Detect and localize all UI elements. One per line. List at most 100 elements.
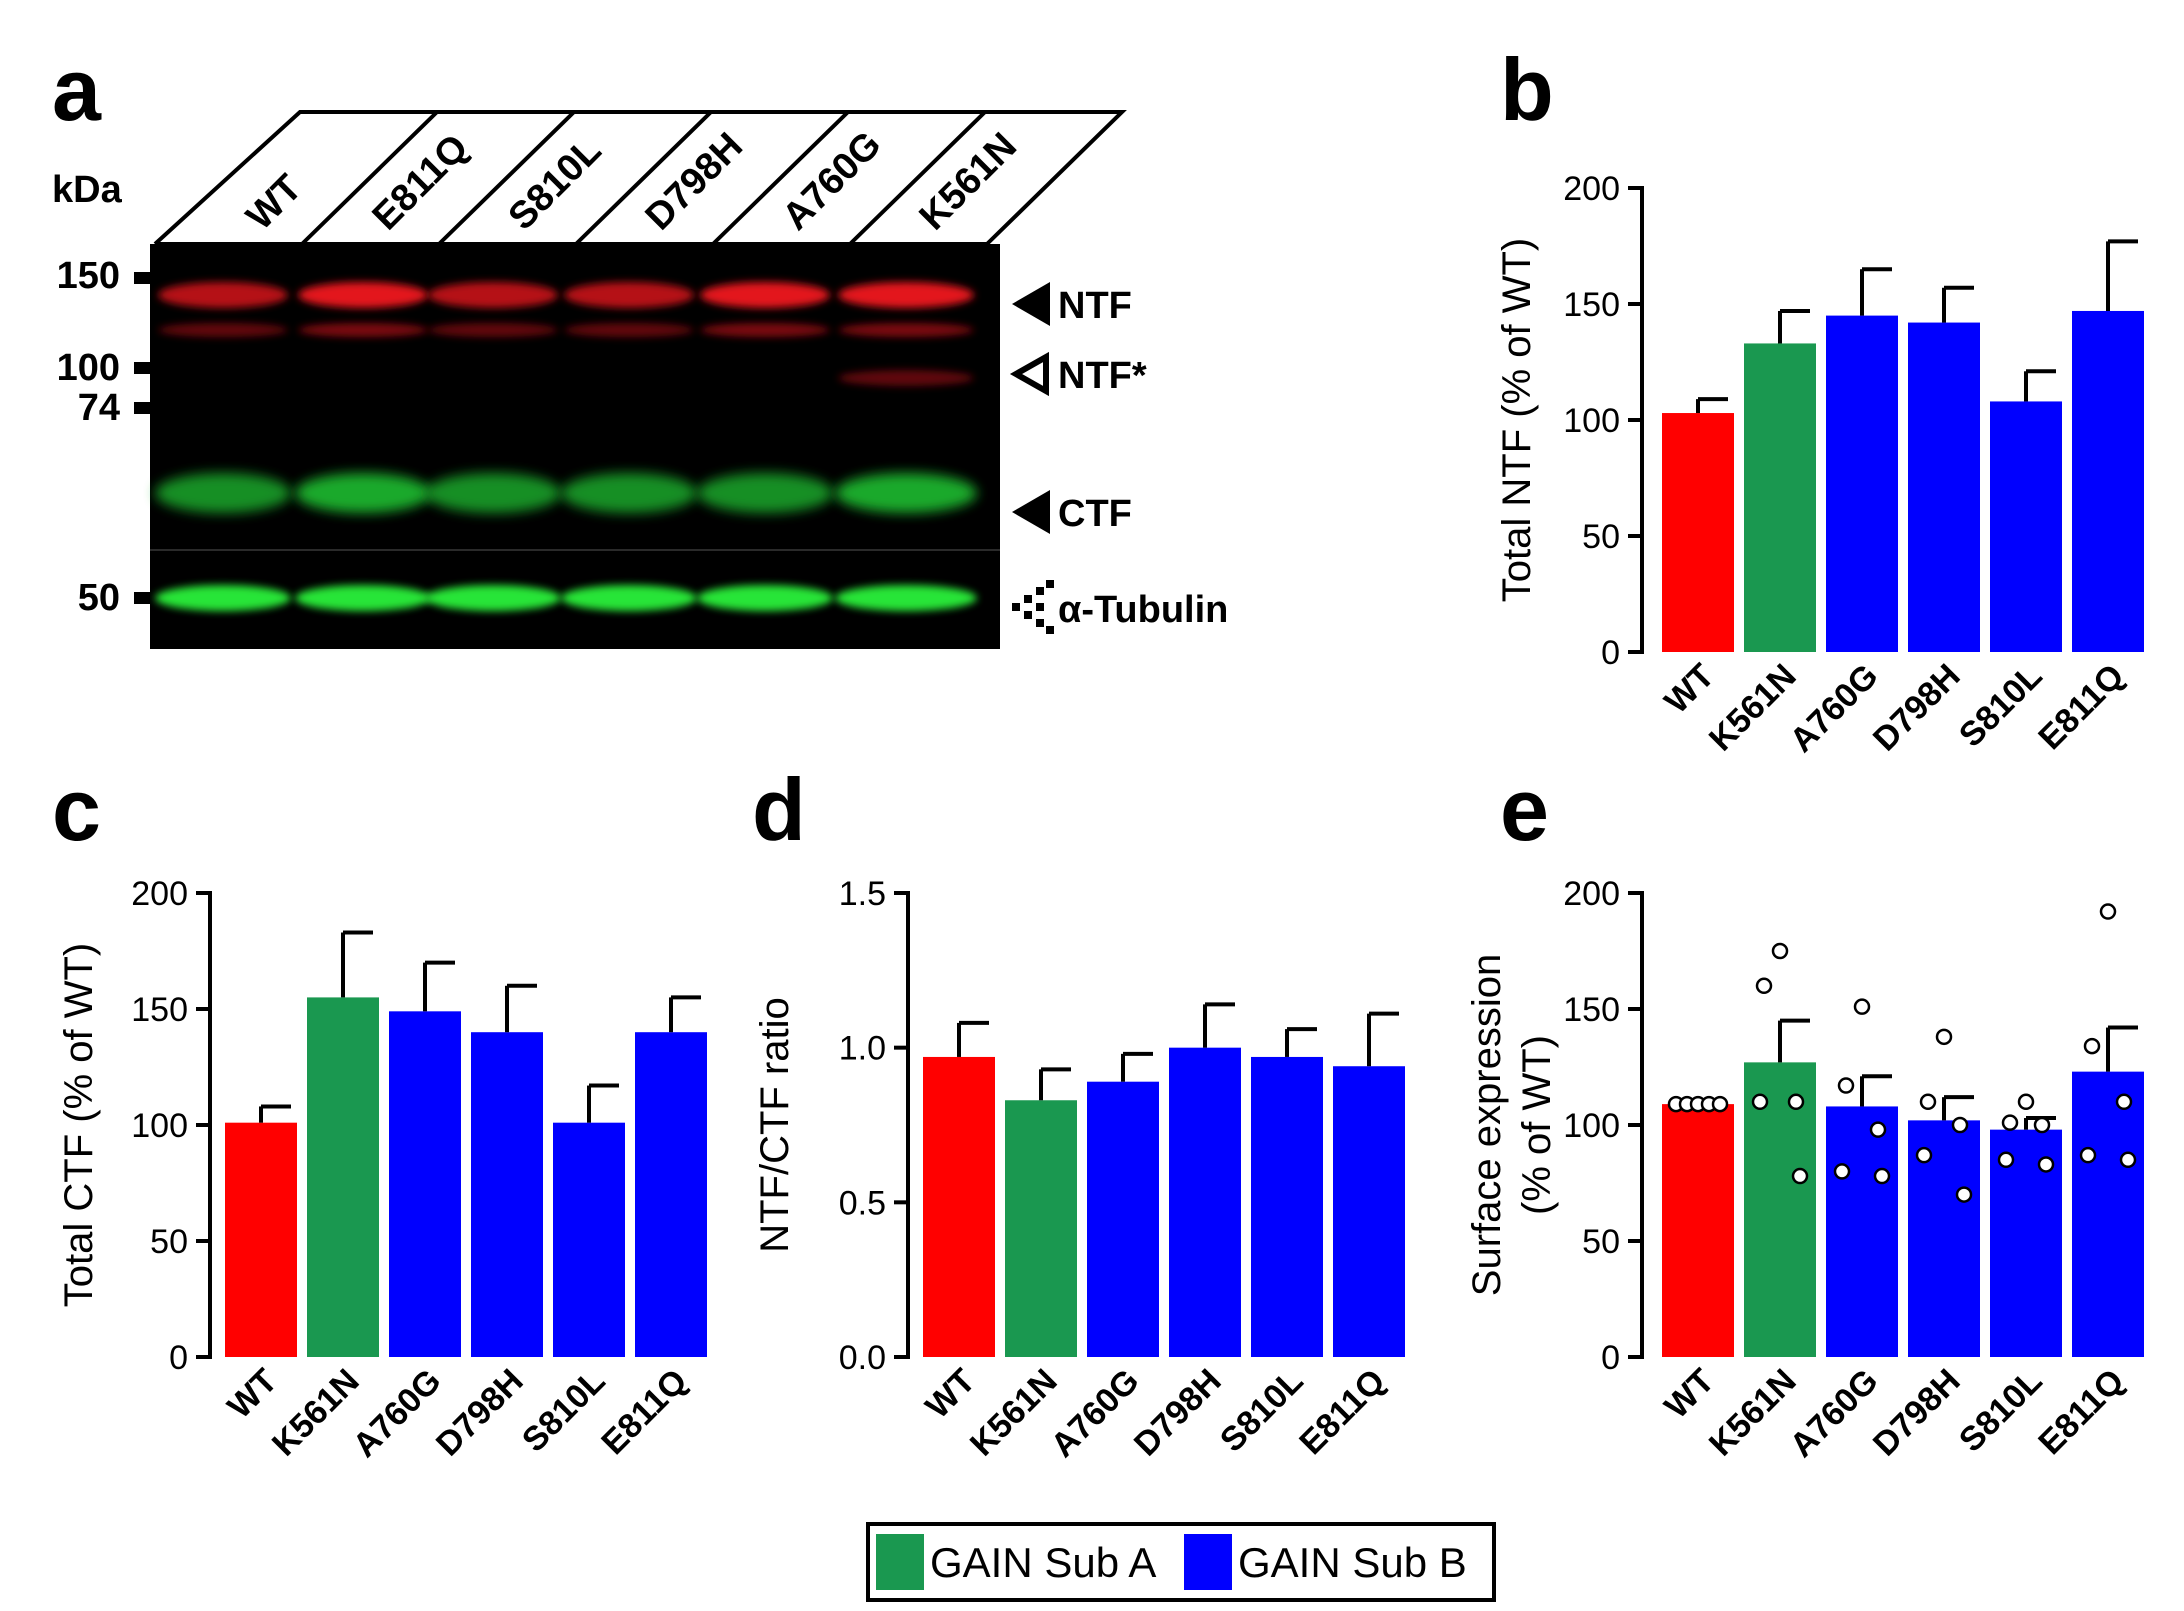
y-tick-label: 50	[1582, 518, 1620, 556]
chart-panel-d: d 0.0 0.5 1.0 1.5 NTF/CTF ratio WTK561NA760GD7…	[752, 760, 1405, 1465]
y-tick-label: 0.5	[839, 1184, 886, 1222]
ntf-arrow-icon	[1012, 282, 1050, 326]
y-tick-label: 50	[1582, 1223, 1620, 1261]
chart-panel-c: c 0 50 100 150 200 Total CTF (% of WT) WTK561NA…	[52, 760, 707, 1465]
bar-e811q	[2072, 310, 2144, 652]
bar-wt	[1662, 1104, 1734, 1357]
y-tick-label: 0	[1601, 634, 1620, 672]
data-point	[1787, 1093, 1805, 1111]
bar-d798h	[1908, 322, 1980, 652]
kda-markers: 150 100 74 50	[57, 255, 150, 619]
legend-label-sub-b: GAIN Sub B	[1238, 1539, 1467, 1586]
lane-label-wt: WT	[239, 167, 310, 238]
x-tick-label: K561N	[265, 1362, 367, 1464]
data-point	[1833, 1163, 1851, 1180]
y-tick-label: 150	[1563, 991, 1620, 1029]
x-tick-label: K561N	[1702, 1362, 1804, 1464]
data-point	[1791, 1167, 1809, 1185]
legend-label-sub-a: GAIN Sub A	[930, 1539, 1156, 1586]
lane-labels: WT E811Q S810L D798H A760G K561N	[239, 124, 1025, 239]
ntf-star-arrow-icon	[1009, 351, 1049, 397]
blot-band	[428, 323, 558, 337]
kda-marker-74: 74	[78, 387, 120, 429]
bar-k561n	[1744, 343, 1816, 652]
y-tick-label: 150	[1563, 286, 1620, 324]
x-tick-label: S810L	[1952, 1362, 2050, 1460]
x-tick-label: D798H	[1866, 657, 1968, 759]
lane-divider	[848, 110, 987, 246]
kda-marker-50: 50	[78, 577, 120, 619]
x-tick-label: S810L	[1213, 1362, 1311, 1460]
bar-d798h	[471, 1032, 543, 1357]
panel-letter-b: b	[1500, 40, 1554, 139]
bar-a760g	[1826, 315, 1898, 652]
blot-band	[838, 282, 974, 308]
y-tick-label: 50	[150, 1223, 188, 1261]
data-point	[1955, 1186, 1973, 1203]
lane-divider	[711, 110, 850, 246]
band-label-ntf-star: NTF*	[1058, 355, 1147, 397]
y-tick-label: 100	[1563, 402, 1620, 440]
chart-panel-b: b 0 50 100 150 200 Total NTF (% of WT) WTK561NA…	[1495, 40, 2144, 760]
data-point	[1853, 998, 1871, 1015]
x-tick-label: S810L	[1952, 657, 2050, 755]
blot-band	[697, 585, 833, 611]
data-point	[2115, 1093, 2133, 1111]
y-axis-label: Total CTF (% of WT)	[57, 943, 101, 1307]
lane-label-s810l: S810L	[501, 129, 610, 238]
band-label-ctf: CTF	[1058, 493, 1132, 535]
blot-band	[564, 282, 694, 308]
data-point	[1935, 1028, 1953, 1046]
bar-s810l	[553, 1122, 625, 1357]
y-tick-label: 100	[1563, 1107, 1620, 1145]
y-tick-label: 200	[1563, 875, 1620, 913]
y-tick-label: 1.0	[839, 1030, 886, 1068]
lane-divider	[574, 110, 713, 246]
blot-image	[150, 244, 1000, 649]
x-tick-label: A760G	[1044, 1362, 1147, 1465]
data-point	[1951, 1116, 1969, 1134]
blot-bands	[155, 282, 977, 611]
blot-band	[697, 473, 833, 513]
lane-divider	[300, 110, 439, 246]
blot-band	[158, 323, 288, 337]
data-point	[2079, 1146, 2097, 1164]
blot-band	[298, 282, 428, 308]
y-axis-label: NTF/CTF ratio	[753, 997, 797, 1253]
x-tick-label: A760G	[1783, 657, 1886, 760]
kda-tick	[134, 592, 150, 604]
band-label-ntf: NTF	[1058, 285, 1132, 327]
blot-band	[158, 282, 288, 308]
blot-band	[425, 473, 561, 513]
data-point	[1771, 942, 1789, 960]
data-point	[1751, 1093, 1769, 1111]
data-point	[2033, 1116, 2051, 1134]
x-tick-label: A760G	[346, 1362, 449, 1465]
blot-band	[425, 585, 561, 611]
x-tick-label: WT	[1657, 657, 1721, 721]
blot-band	[700, 323, 830, 337]
x-tick-label: E811Q	[1292, 1362, 1392, 1462]
blot-band	[835, 473, 977, 513]
y-tick-label: 0	[169, 1339, 188, 1377]
data-point	[1997, 1151, 2015, 1169]
blot-band	[298, 323, 428, 337]
y-tick-label: 100	[131, 1107, 188, 1145]
panel-letter-e: e	[1500, 760, 1549, 859]
bar-d798h	[1169, 1047, 1241, 1357]
blot-band	[295, 473, 431, 513]
x-tick-label: WT	[918, 1362, 982, 1426]
legend-box	[866, 1522, 1496, 1602]
x-tick-label: D798H	[1866, 1362, 1968, 1464]
bar-k561n	[307, 997, 379, 1357]
bar-k561n	[1744, 1062, 1816, 1357]
blot-band	[155, 585, 291, 611]
x-tick-label: WT	[220, 1362, 284, 1426]
bar-s810l	[1990, 401, 2062, 652]
y-tick-label: 0	[1601, 1339, 1620, 1377]
x-tick-label: WT	[1657, 1362, 1721, 1426]
x-tick-label: E811Q	[2031, 1362, 2131, 1462]
kda-tick	[134, 402, 150, 414]
y-axis-label: Surface expression	[1465, 954, 1509, 1296]
